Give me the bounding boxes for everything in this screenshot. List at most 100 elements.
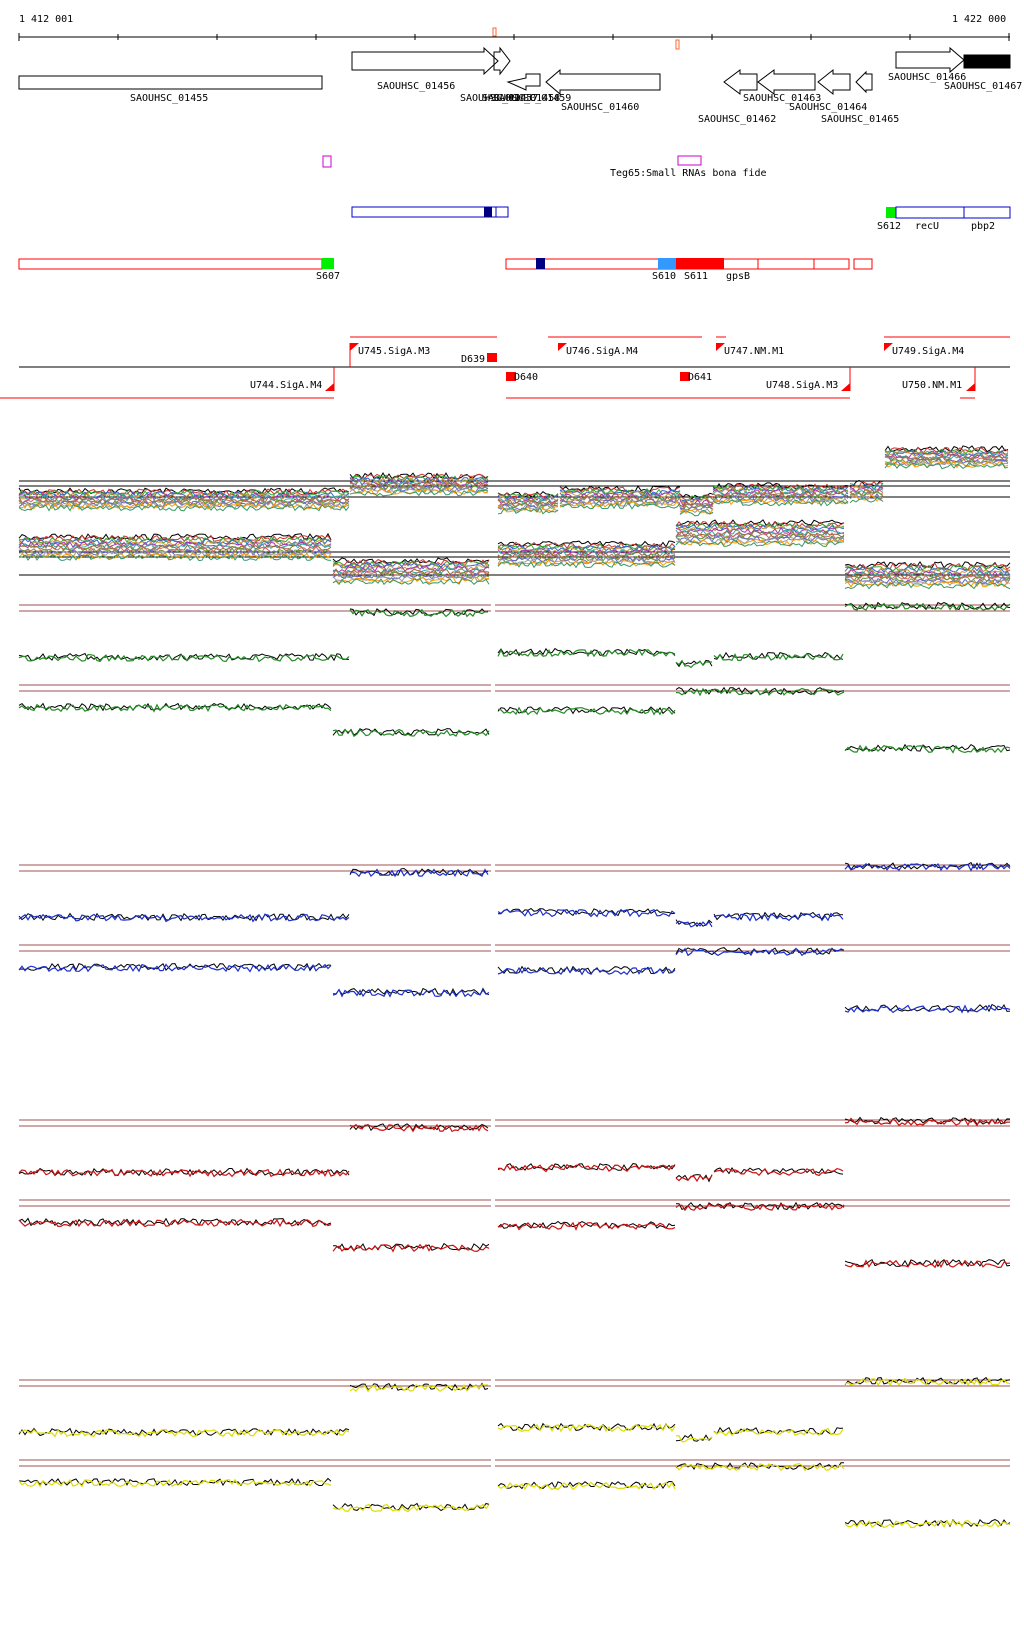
gene-arrow[interactable] (855, 70, 873, 94)
gene-label: SAOUHSC_01465 (821, 114, 899, 125)
gene-label: SAOUHSC_01460 (561, 102, 639, 113)
minus-segment[interactable] (18, 258, 323, 270)
gene-box[interactable] (963, 54, 1011, 69)
segment-label-d639: D639 (461, 354, 485, 365)
ruler-marker (492, 27, 497, 37)
track-gap (491, 1365, 495, 1535)
segment-label-d640: D640 (514, 372, 538, 383)
gene-arrow[interactable] (723, 69, 758, 95)
gene-label: SAOUHSC_01466 (888, 72, 966, 83)
feature-label-pbp2: pbp2 (971, 221, 995, 232)
minus-segment[interactable] (853, 258, 873, 270)
profile-trace (18, 602, 1011, 669)
profile-trace (18, 1377, 1011, 1443)
plus-segment[interactable] (895, 206, 1011, 219)
green-block (886, 207, 896, 218)
minus-segment[interactable] (757, 258, 815, 270)
segment-label-u746: U746.SigA.M4 (566, 346, 638, 357)
gene-label: SAOUHSC_01459 (493, 93, 571, 104)
profile-trace (18, 462, 1009, 517)
profile-trace (18, 687, 1011, 754)
segment-flag (884, 343, 893, 351)
plus-strand-track: S612 recU pbp2 (351, 206, 1011, 232)
gene-track (18, 46, 1011, 96)
profile-trace (18, 455, 1009, 510)
gene-arrow[interactable] (506, 73, 541, 91)
ruler-end-label: 1 422 000 (952, 14, 1006, 25)
gene-label: SAOUHSC_01457 (460, 93, 538, 104)
srna-box[interactable] (322, 155, 332, 168)
red-block (676, 258, 724, 269)
segment-flag (558, 343, 567, 351)
feature-label-s612: S612 (877, 221, 901, 232)
gene-label: SAOUHSC_01458 (482, 93, 560, 104)
minus-strand-track: S607 S610 S611 gpsB (18, 258, 873, 282)
d-segment-block (506, 372, 516, 381)
expression-profiles (18, 445, 1011, 1535)
segment-label-u744: U744.SigA.M4 (250, 380, 322, 391)
segment-label-u748: U748.SigA.M3 (766, 380, 838, 391)
gene-label: SAOUHSC_01463 (743, 93, 821, 104)
segment-label-u750: U750.NM.M1 (902, 380, 962, 391)
segment-label-d641: D641 (688, 372, 712, 383)
segment-flag (966, 383, 975, 391)
gene-arrow[interactable] (817, 68, 851, 96)
cyan-block (658, 258, 676, 269)
ruler-start-label: 1 412 001 (19, 14, 73, 25)
gene-label: SAOUHSC_01467 (944, 81, 1022, 92)
gene-arrow[interactable] (757, 69, 816, 95)
profile-trace (18, 531, 1011, 582)
profile-trace (18, 540, 1011, 590)
profile-trace (18, 1116, 1011, 1183)
segment-track: U745.SigA.M3 U746.SigA.M4 U747.NM.M1 U74… (0, 336, 1010, 399)
profile-trace (18, 523, 1011, 574)
profile-trace (18, 538, 1011, 588)
d-segment-block (487, 353, 497, 362)
segment-flag (716, 343, 725, 351)
segment-label-u745: U745.SigA.M3 (358, 346, 430, 357)
profile-trace (18, 861, 1011, 928)
srna-label: Teg65:Small RNAs bona fide (610, 168, 767, 179)
d-segment-block (680, 372, 690, 381)
gene-arrow[interactable] (545, 68, 661, 96)
profile-trace (18, 1462, 1011, 1528)
profile-trace (18, 1462, 1011, 1529)
profile-trace (18, 947, 1011, 1014)
profile-trace (18, 536, 1010, 587)
navy-block (484, 207, 492, 217)
feature-label-s611: S611 (684, 271, 708, 282)
profile-trace (18, 519, 1011, 569)
segment-flag (841, 383, 850, 391)
ruler-marker (675, 39, 680, 50)
gene-arrow[interactable] (351, 46, 499, 76)
srna-track: Teg65:Small RNAs bona fide (322, 155, 767, 179)
gene-box[interactable] (18, 75, 323, 90)
gene-arrow[interactable] (895, 46, 965, 74)
coordinate-ruler: 1 412 001 1 422 000 (18, 14, 1010, 50)
profile-trace (18, 862, 1011, 928)
srna-box[interactable] (677, 155, 702, 166)
gene-label: SAOUHSC_01456 (377, 81, 455, 92)
segment-flag (350, 343, 359, 351)
navy-block (536, 258, 545, 269)
profile-trace (18, 947, 1011, 1013)
profile-trace (18, 686, 1011, 752)
profile-trace (18, 528, 1011, 578)
green-block (322, 258, 334, 269)
minus-segment[interactable] (813, 258, 850, 270)
gene-arrow[interactable] (493, 46, 511, 76)
segment-label-u749: U749.SigA.M4 (892, 346, 964, 357)
track-gap (491, 590, 495, 760)
gene-labels: SAOUHSC_01455 SAOUHSC_01456 SAOUHSC_0145… (130, 72, 1022, 125)
profile-trace (18, 1117, 1011, 1183)
gene-label: SAOUHSC_01464 (789, 102, 867, 113)
profile-trace (18, 1202, 1011, 1269)
profile-trace (18, 533, 1011, 583)
feature-label-s610: S610 (652, 271, 676, 282)
segment-flag (325, 383, 334, 391)
gene-label: SAOUHSC_01455 (130, 93, 208, 104)
plus-segment[interactable] (351, 206, 509, 218)
feature-label-gpsb: gpsB (726, 271, 750, 282)
feature-label-recu: recU (915, 221, 939, 232)
